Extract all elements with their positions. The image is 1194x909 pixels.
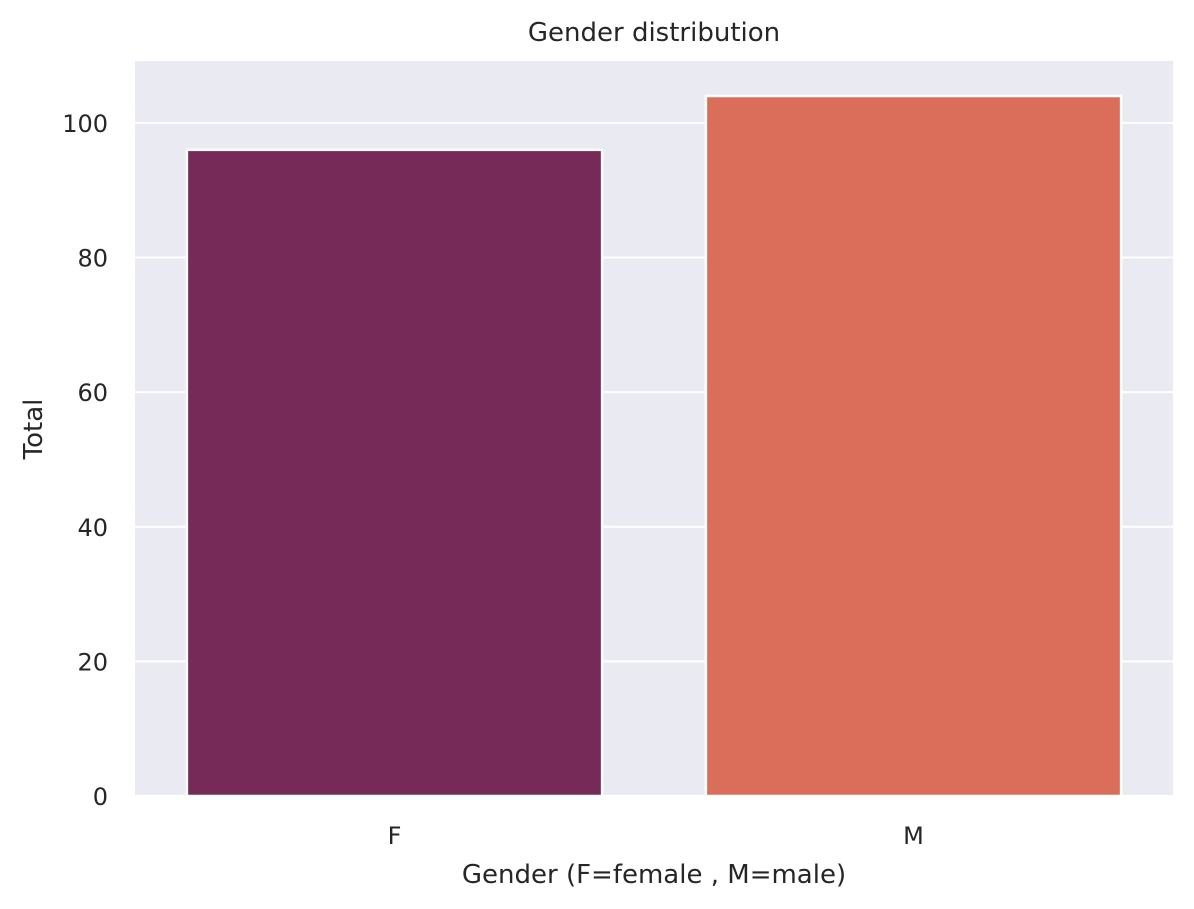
y-tick-label: 100	[62, 110, 108, 138]
bar-F	[185, 148, 604, 798]
bar-M	[704, 94, 1123, 798]
y-tick-label: 40	[77, 514, 108, 542]
x-axis-title: Gender (F=female , M=male)	[462, 860, 846, 890]
y-tick-label: 20	[77, 648, 108, 676]
bars	[185, 94, 1123, 798]
y-axis-title: Total	[19, 399, 49, 461]
y-tick-label: 80	[77, 245, 108, 273]
y-tick-label: 0	[93, 783, 108, 811]
y-tick-labels: 0 20 40 60 80 100	[62, 110, 108, 811]
x-tick-label: M	[903, 822, 924, 850]
x-tick-label: F	[388, 822, 402, 850]
chart-title: Gender distribution	[528, 18, 780, 48]
y-tick-label: 60	[77, 379, 108, 407]
